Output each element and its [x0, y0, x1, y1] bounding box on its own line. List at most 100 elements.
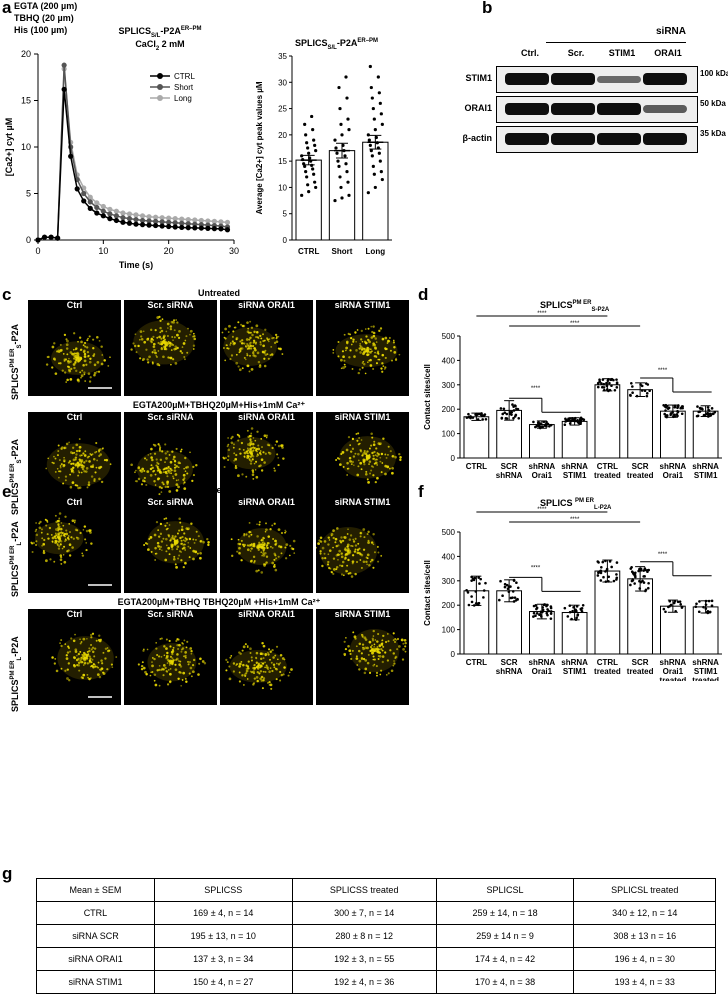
puncta: [175, 479, 178, 482]
puncta: [90, 475, 94, 478]
data-point: [644, 588, 648, 592]
puncta: [370, 325, 373, 328]
puncta: [158, 485, 162, 489]
puncta: [182, 473, 186, 477]
puncta: [178, 663, 182, 666]
series-point: [159, 215, 165, 221]
puncta: [366, 350, 369, 354]
puncta: [230, 437, 233, 440]
puncta: [85, 542, 88, 544]
puncta: [62, 353, 65, 355]
puncta: [182, 539, 185, 541]
puncta: [172, 319, 176, 322]
puncta: [370, 541, 374, 544]
data-point: [306, 146, 310, 150]
puncta: [251, 473, 255, 477]
puncta: [227, 455, 230, 458]
puncta: [71, 481, 75, 484]
puncta: [60, 447, 63, 450]
puncta: [176, 333, 179, 337]
puncta: [284, 546, 287, 549]
puncta: [373, 551, 376, 554]
x-tick-label: SCR shRNA: [496, 658, 523, 676]
puncta: [188, 672, 191, 675]
data-point: [340, 133, 344, 137]
puncta: [351, 545, 354, 547]
y-tick-label: 300: [442, 577, 456, 586]
data-point: [339, 185, 343, 190]
puncta: [193, 541, 196, 544]
puncta: [192, 538, 195, 541]
puncta: [265, 436, 268, 439]
puncta: [253, 341, 256, 344]
data-point: [532, 615, 535, 618]
puncta: [387, 640, 390, 643]
puncta: [35, 540, 38, 543]
puncta: [364, 452, 368, 455]
puncta: [264, 666, 266, 669]
puncta: [262, 344, 265, 348]
puncta: [100, 480, 104, 484]
puncta: [361, 340, 364, 343]
puncta: [259, 670, 263, 673]
puncta: [206, 537, 209, 541]
puncta: [151, 458, 154, 462]
micrograph: [220, 300, 313, 396]
puncta: [267, 340, 270, 343]
data-point: [380, 177, 384, 182]
d-title: SPLICSPM ERS-P2A: [540, 300, 610, 313]
puncta: [367, 653, 370, 656]
puncta: [77, 359, 81, 363]
puncta: [327, 560, 330, 564]
puncta: [327, 536, 330, 539]
puncta: [276, 658, 279, 661]
puncta: [186, 351, 189, 354]
puncta: [59, 554, 63, 557]
puncta: [376, 464, 379, 466]
puncta: [367, 327, 370, 330]
puncta: [227, 437, 229, 439]
y-tick-label: 15: [21, 96, 31, 106]
series-point: [74, 186, 80, 192]
puncta: [158, 664, 161, 667]
data-point: [579, 608, 583, 611]
puncta: [87, 372, 91, 375]
puncta: [86, 637, 88, 640]
puncta: [265, 555, 269, 558]
puncta: [367, 530, 370, 534]
series-point: [113, 208, 119, 214]
puncta: [270, 661, 273, 664]
puncta: [354, 637, 357, 640]
bar: [362, 141, 389, 241]
puncta: [371, 650, 374, 654]
puncta: [389, 450, 392, 453]
puncta: [79, 531, 82, 535]
puncta: [91, 465, 95, 469]
puncta: [67, 535, 70, 537]
puncta: [168, 453, 171, 456]
data-point: [370, 154, 374, 158]
puncta: [84, 538, 87, 541]
data-point: [640, 384, 644, 388]
puncta: [102, 651, 105, 654]
puncta: [145, 673, 148, 676]
puncta: [273, 666, 276, 669]
table-cell: 196 ± 4, n = 30: [573, 947, 716, 971]
micrograph-cell: [335, 432, 402, 484]
micrograph: [28, 300, 121, 396]
puncta: [378, 329, 381, 332]
puncta: [67, 645, 70, 648]
puncta: [372, 443, 376, 447]
puncta: [372, 532, 375, 536]
puncta: [160, 540, 164, 543]
puncta: [354, 452, 357, 455]
puncta: [247, 347, 250, 350]
puncta: [267, 653, 270, 656]
data-point: [599, 579, 603, 582]
data-point: [310, 114, 314, 119]
puncta: [93, 478, 96, 481]
puncta: [261, 687, 264, 690]
sig-stars: ****: [537, 311, 547, 317]
puncta: [353, 464, 355, 466]
puncta: [250, 443, 252, 446]
